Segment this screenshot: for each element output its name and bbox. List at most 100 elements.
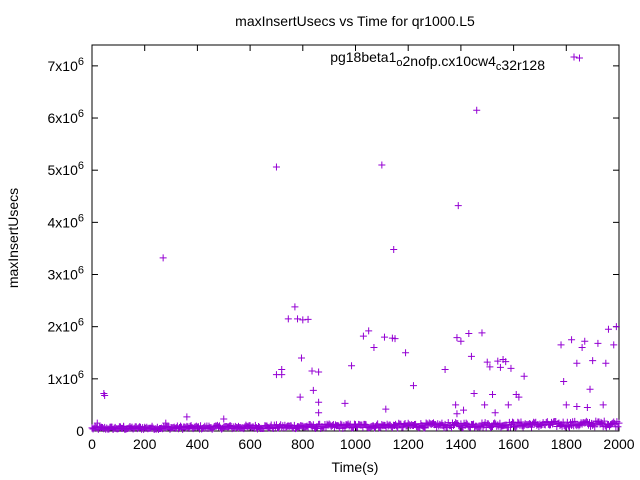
data-point	[453, 334, 461, 342]
data-point	[370, 344, 378, 352]
data-point	[599, 401, 607, 409]
baseline-point	[571, 417, 579, 425]
x-axis-title: Time(s)	[332, 459, 379, 475]
data-point	[491, 409, 499, 417]
data-point	[341, 399, 349, 407]
data-point	[390, 245, 398, 253]
chart-title: maxInsertUsecs vs Time for qr1000.L5	[235, 13, 475, 29]
data-point	[478, 329, 486, 337]
data-point	[557, 341, 565, 349]
baseline-point	[614, 423, 622, 431]
baseline-point	[374, 420, 382, 428]
x-axis: 0 200 400 600 800 1000 1200 1400 1600 1800 2000	[88, 45, 635, 452]
baseline-point	[517, 418, 525, 426]
x-tick-label: 400	[186, 436, 210, 452]
data-point	[382, 405, 390, 413]
x-tick-label: 1000	[340, 436, 371, 452]
data-point	[504, 401, 512, 409]
data-point	[294, 315, 302, 323]
x-tick-label: 1400	[445, 436, 476, 452]
data-point	[278, 365, 286, 373]
y-tick-label: 6x106	[48, 108, 84, 126]
y-tick-label: 4x106	[48, 212, 84, 230]
data-point	[309, 386, 317, 394]
data-point	[101, 392, 109, 400]
baseline-point	[528, 423, 536, 431]
data-point	[365, 327, 373, 335]
data-point	[291, 303, 299, 311]
y-tick-label: 1x106	[48, 369, 84, 387]
data-point	[573, 402, 581, 410]
data-point	[315, 368, 323, 376]
data-point	[297, 354, 305, 362]
data-point	[402, 349, 410, 357]
data-point	[380, 333, 388, 341]
legend-plus-marker	[570, 53, 578, 61]
data-point	[520, 372, 528, 380]
data-point	[378, 161, 386, 169]
x-tick-label: 1200	[393, 436, 424, 452]
baseline-point	[597, 418, 605, 426]
data-point	[610, 341, 618, 349]
data-point	[441, 365, 449, 373]
data-point	[409, 382, 417, 390]
data-point	[594, 339, 602, 347]
data-point	[315, 398, 323, 406]
data-point	[465, 329, 473, 337]
baseline-point	[615, 419, 623, 427]
data-series	[93, 54, 620, 430]
data-point	[120, 422, 128, 430]
data-point	[220, 415, 228, 423]
baseline-point	[512, 423, 520, 431]
data-point	[348, 362, 356, 370]
baseline-point	[420, 424, 428, 432]
y-tick-label: 7x106	[48, 56, 84, 74]
data-point	[299, 316, 307, 324]
x-tick-label: 2000	[603, 436, 634, 452]
data-point	[453, 410, 461, 418]
legend-label: pg18beta1o2nofp.cx10cw4c32r128	[330, 49, 545, 73]
x-tick-label: 1800	[551, 436, 582, 452]
data-point	[507, 364, 515, 372]
data-point	[284, 315, 292, 323]
y-axis: 0 1x106 2x106 3x106 4x106 5x106 6x106 7x106	[48, 56, 619, 439]
y-tick-label: 5x106	[48, 160, 84, 178]
data-point	[460, 406, 468, 414]
data-point	[304, 315, 312, 323]
data-point	[573, 359, 581, 367]
data-point	[486, 363, 494, 371]
baseline-point	[457, 420, 465, 428]
data-point	[612, 323, 620, 331]
x-tick-label: 800	[291, 436, 315, 452]
data-point	[586, 385, 594, 393]
data-point	[159, 254, 167, 262]
x-tick-label: 0	[88, 436, 96, 452]
y-tick-label: 2x106	[48, 317, 84, 335]
data-point	[578, 344, 586, 352]
data-point	[296, 393, 304, 401]
data-point	[583, 404, 591, 412]
data-point	[470, 389, 478, 397]
y-tick-label: 0	[76, 423, 84, 439]
data-point	[391, 335, 399, 343]
data-point	[454, 202, 462, 210]
baseline-point	[394, 424, 402, 432]
data-point	[589, 357, 597, 365]
data-point	[604, 325, 612, 333]
data-point	[473, 106, 481, 114]
data-point	[575, 54, 583, 62]
data-point	[494, 357, 502, 365]
data-point	[515, 393, 523, 401]
baseline-point	[600, 417, 608, 425]
legend-marker	[570, 53, 578, 61]
data-point	[489, 390, 497, 398]
data-point	[562, 401, 570, 409]
data-point	[308, 367, 316, 375]
data-point	[467, 352, 475, 360]
data-point	[502, 358, 510, 366]
data-point	[183, 413, 191, 421]
y-axis-title: maxInsertUsecs	[5, 188, 21, 288]
x-tick-label: 600	[238, 436, 262, 452]
data-point	[93, 419, 101, 427]
